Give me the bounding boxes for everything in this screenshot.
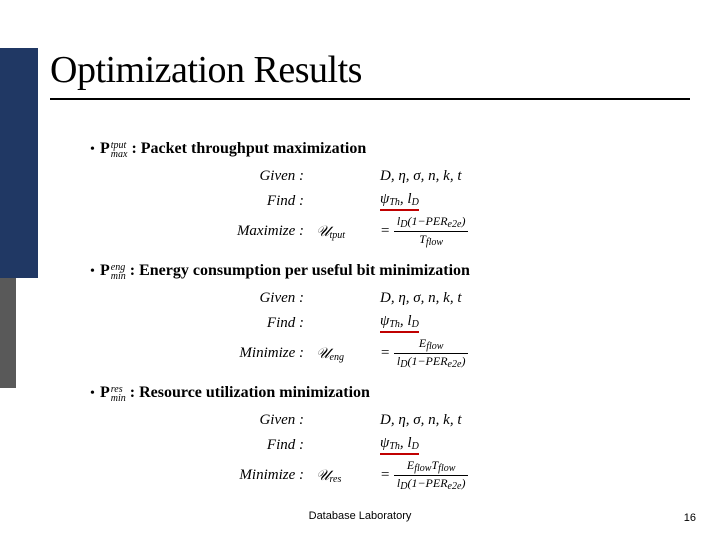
sidebar-accent-gray bbox=[0, 278, 16, 388]
eq-given: Given : D, η, σ, n, k, t bbox=[210, 287, 650, 309]
footer-label: Database Laboratory bbox=[0, 510, 720, 522]
title-underline bbox=[50, 98, 690, 100]
content-region: • Ptputmax : Packet throughput maximizat… bbox=[90, 140, 650, 506]
equation-block: Given : D, η, σ, n, k, t Find : ψTh, lD … bbox=[210, 287, 650, 370]
bullet-icon: • bbox=[90, 264, 100, 280]
equation-block: Given : D, η, σ, n, k, t Find : ψTh, lD … bbox=[210, 409, 650, 492]
problem-desc: : Energy consumption per useful bit mini… bbox=[130, 262, 470, 279]
problem-symbol: Pengmin bbox=[100, 262, 126, 279]
problem-heading: • Ptputmax : Packet throughput maximizat… bbox=[90, 140, 650, 159]
problem-heading: • Pengmin : Energy consumption per usefu… bbox=[90, 262, 650, 281]
problem-symbol: Ptputmax bbox=[100, 140, 127, 157]
problem-heading: • Presmin : Resource utilization minimiz… bbox=[90, 384, 650, 403]
eq-find: Find : ψTh, lD bbox=[210, 190, 650, 212]
problem-sub: max bbox=[111, 150, 128, 159]
eq-optimize: Minimize : 𝒰res = EflowTflowlD(1−PERe2e) bbox=[210, 459, 650, 492]
title-region: Optimization Results bbox=[50, 48, 690, 100]
eq-find: Find : ψTh, lD bbox=[210, 312, 650, 334]
bullet-icon: • bbox=[90, 386, 100, 402]
sidebar-accent-blue bbox=[0, 48, 38, 278]
equation-block: Given : D, η, σ, n, k, t Find : ψTh, lD … bbox=[210, 165, 650, 248]
problem-sub: min bbox=[111, 394, 126, 403]
problem-sub: min bbox=[111, 272, 126, 281]
eq-given: Given : D, η, σ, n, k, t bbox=[210, 165, 650, 187]
page-number: 16 bbox=[684, 512, 696, 524]
eq-optimize: Maximize : 𝒰tput = lD(1−PERe2e)Tflow bbox=[210, 215, 650, 248]
problem-desc: : Packet throughput maximization bbox=[131, 140, 366, 157]
eq-optimize: Minimize : 𝒰eng = EflowlD(1−PERe2e) bbox=[210, 337, 650, 370]
bullet-icon: • bbox=[90, 142, 100, 158]
page-title: Optimization Results bbox=[50, 48, 690, 92]
eq-find: Find : ψTh, lD bbox=[210, 434, 650, 456]
problem-desc: : Resource utilization minimization bbox=[130, 384, 370, 401]
eq-given: Given : D, η, σ, n, k, t bbox=[210, 409, 650, 431]
problem-symbol: Presmin bbox=[100, 384, 126, 401]
